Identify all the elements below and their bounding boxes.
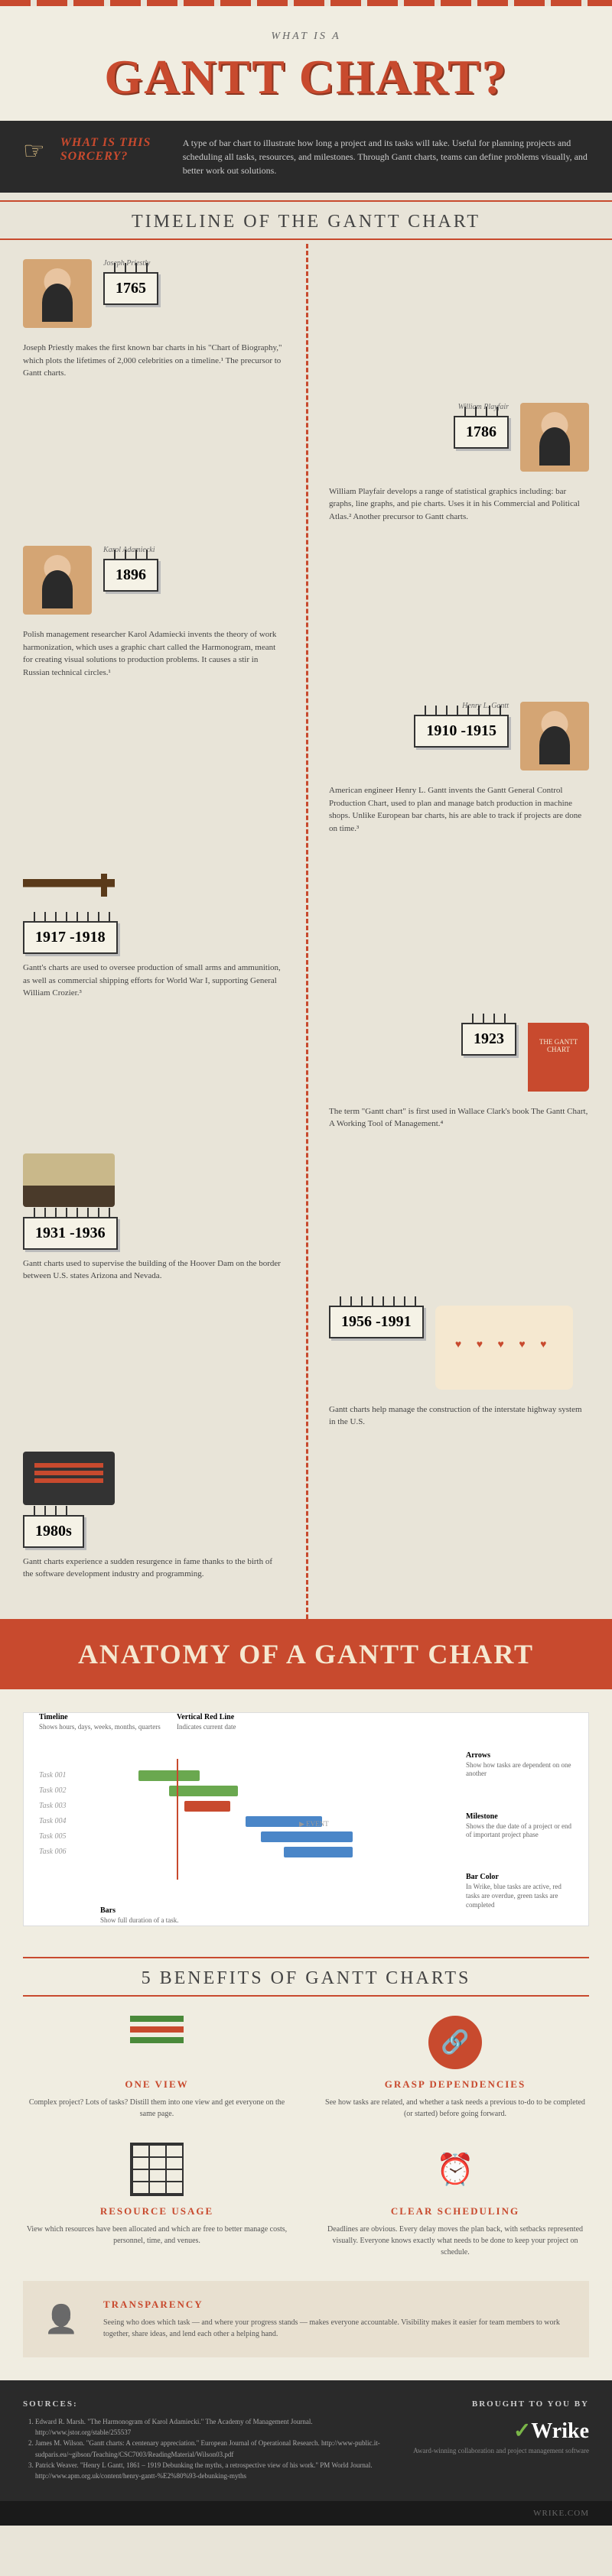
timeline-item: Henry L. Gantt1910 -1915American enginee… (23, 702, 589, 835)
rifle-icon (23, 858, 115, 911)
task-row: Task 006 (39, 1847, 573, 1857)
link-icon (428, 2016, 482, 2069)
benefits-heading: 5 BENEFITS OF GANTT CHARTS (23, 1949, 589, 2000)
timeline-item: 1956 -1991Gantt charts help manage the c… (23, 1306, 589, 1429)
dam-icon (23, 1153, 115, 1207)
portrait-icon (520, 403, 589, 472)
intro-title: WHAT IS THIS SORCERY? (60, 136, 168, 164)
clock-icon (428, 2143, 482, 2196)
task-bar (261, 1831, 353, 1842)
timeline-text: Gantt's charts are used to oversee produ… (23, 962, 283, 1000)
anno-arrows: Arrows Show how tasks are dependent on o… (466, 1751, 573, 1779)
bottom-bar: WRIKE.COM (0, 2501, 612, 2526)
brought-by: BROUGHT TO YOU BY ✓Wrike Award-winning c… (413, 2399, 589, 2482)
benefit-item: ONE VIEWComplex project? Lots of tasks? … (23, 2016, 291, 2120)
benefits-section: 5 BENEFITS OF GANTT CHARTS ONE VIEWCompl… (0, 1949, 612, 2380)
anno-bars: Bars Show full duration of a task. (100, 1906, 179, 1926)
header-title: GANTT CHART? (23, 49, 589, 105)
header: WHAT IS A GANTT CHART? (0, 0, 612, 121)
person-icon (34, 2292, 88, 2346)
bars-icon (130, 2016, 184, 2069)
source-item: James M. Wilson. "Gantt charts: A centen… (35, 2438, 390, 2460)
wrike-logo: ✓Wrike (413, 2418, 589, 2444)
task-bar (284, 1847, 353, 1857)
book-icon (528, 1023, 589, 1092)
pointing-hand-icon: ☞ (23, 136, 45, 165)
portrait-icon (23, 259, 92, 328)
grid-icon (130, 2143, 184, 2196)
timeline-item: Joseph Priestly1765Joseph Priestly makes… (23, 259, 589, 380)
screen-icon (23, 1452, 115, 1505)
timeline-item: Karol Adamiecki1896Polish management res… (23, 546, 589, 679)
source-item: Edward R. Marsh. "The Harmonogram of Kar… (35, 2416, 390, 2438)
anno-barcolor: Bar Color In Wrike, blue tasks are activ… (466, 1873, 573, 1909)
timeline-text: Gantt charts experience a sudden resurge… (23, 1556, 283, 1581)
timeline-text: Gantt charts used to supervise the build… (23, 1257, 283, 1283)
benefit-item: GRASP DEPENDENCIESSee how tasks are rela… (321, 2016, 589, 2120)
timeline-text: American engineer Henry L. Gantt invents… (329, 784, 589, 835)
task-bar (169, 1786, 238, 1796)
task-row: Task 003 (39, 1801, 573, 1812)
timeline-item: William Playfair1786William Playfair dev… (23, 403, 589, 524)
anno-timeline: Timeline Shows hours, days, weeks, month… (39, 1713, 161, 1732)
source-item: Patrick Weaver. "Henry L Gantt, 1861 – 1… (35, 2460, 390, 2482)
portrait-icon (520, 702, 589, 771)
portrait-icon (23, 546, 92, 615)
anatomy-section: Timeline Shows hours, days, weeks, month… (0, 1689, 612, 1949)
task-bar (138, 1770, 200, 1781)
intro-box: ☞ WHAT IS THIS SORCERY? A type of bar ch… (0, 121, 612, 193)
benefit-item: TRANSPARENCYSeeing who does which task —… (23, 2281, 589, 2357)
sources: SOURCES: Edward R. Marsh. "The Harmonogr… (23, 2399, 390, 2482)
benefit-item: CLEAR SCHEDULINGDeadlines are obvious. E… (321, 2143, 589, 2258)
task-bar (184, 1801, 230, 1812)
timeline: Joseph Priestly1765Joseph Priestly makes… (0, 244, 612, 1619)
timeline-text: Gantt charts help manage the constructio… (329, 1403, 589, 1429)
anatomy-heading: ANATOMY OF A GANTT CHART (0, 1619, 612, 1689)
timeline-text: The term "Gantt chart" is first used in … (329, 1105, 589, 1131)
timeline-item: 1931 -1936Gantt charts used to supervise… (23, 1153, 589, 1283)
header-subtitle: WHAT IS A (23, 31, 589, 43)
timeline-item: 1923The term "Gantt chart" is first used… (23, 1023, 589, 1131)
usmap-icon (435, 1306, 573, 1390)
current-date-line (177, 1759, 178, 1880)
footer: SOURCES: Edward R. Marsh. "The Harmonogr… (0, 2380, 612, 2501)
timeline-item: 1980sGantt charts experience a sudden re… (23, 1452, 589, 1581)
timeline-text: Joseph Priestly makes the first known ba… (23, 342, 283, 380)
anno-milestone: Milestone Shows the due date of a projec… (466, 1812, 573, 1840)
intro-text: A type of bar chart to illustrate how lo… (183, 136, 589, 177)
timeline-heading: TIMELINE OF THE GANTT CHART (0, 193, 612, 244)
task-row: Task 002 (39, 1786, 573, 1796)
timeline-item: 1917 -1918Gantt's charts are used to ove… (23, 858, 589, 1000)
event-marker: ▶ EVENT (299, 1820, 329, 1828)
timeline-text: Polish management researcher Karol Adami… (23, 628, 283, 679)
anno-redline: Vertical Red Line Indicates current date (177, 1713, 236, 1732)
timeline-text: William Playfair develops a range of sta… (329, 485, 589, 524)
benefit-item: RESOURCE USAGEView which resources have … (23, 2143, 291, 2258)
gantt-diagram: Timeline Shows hours, days, weeks, month… (23, 1712, 589, 1926)
